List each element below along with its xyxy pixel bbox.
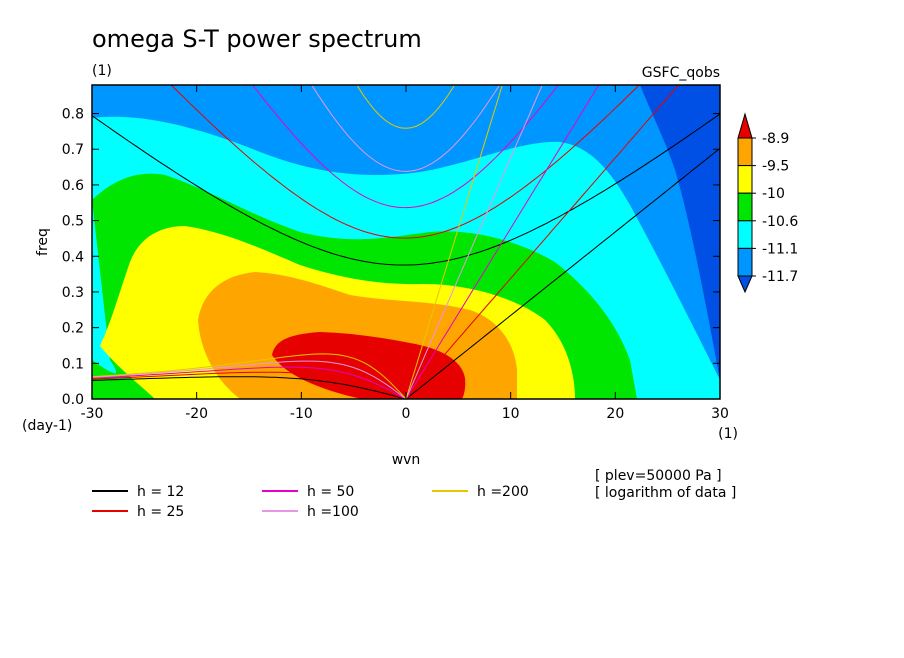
legend-label: h = 50 <box>307 484 354 500</box>
y-tick-label: 0.2 <box>62 321 84 337</box>
colorbar-cap-top <box>737 112 753 139</box>
colorbar: -8.9 -9.5 -10 -10.6 -11.1 -11.7 <box>737 112 798 294</box>
x-tick-label: 20 <box>606 406 624 422</box>
x-tick-label: 30 <box>711 406 729 422</box>
colorbar-label: -10.6 <box>762 214 798 230</box>
rossby-curve-h25 <box>92 371 407 399</box>
colorbar-label: -11.1 <box>762 241 798 257</box>
kelvin-curve-h50 <box>405 85 600 399</box>
colorbar-label: -8.9 <box>762 131 789 147</box>
colorbar-segment <box>737 247 753 277</box>
plot-area <box>92 85 720 399</box>
x-axis-label: wvn <box>392 452 421 468</box>
kelvin-curve-h25 <box>405 85 680 399</box>
kelvin-curve-h200 <box>405 85 503 399</box>
y-tick-label: 0.4 <box>62 249 84 265</box>
inertia-gravity-curve-h25 <box>170 85 640 239</box>
axes: -30 -20 -10 0 10 20 30 0.0 0.1 0.2 0.3 0.4 0.5 0.6 0.7… <box>62 85 729 422</box>
kelvin-curve-h100 <box>405 85 543 399</box>
inertia-gravity-curve-h100 <box>311 85 501 172</box>
chart-subtitle: (1) <box>92 63 112 79</box>
y-tick-label: 0.0 <box>62 392 84 408</box>
colorbar-segment <box>737 137 753 167</box>
colorbar-segment <box>737 165 753 194</box>
colorbar-segment <box>737 220 753 249</box>
y-axis-label: freq <box>35 228 51 256</box>
legend: h = 12 h = 25 h = 50 h =100 h =200 <box>92 484 529 520</box>
dispersion-curves <box>92 85 720 399</box>
y-tick-label: 0.6 <box>62 178 84 194</box>
inertia-gravity-curve-h200 <box>356 85 456 129</box>
legend-label: h =100 <box>307 504 359 520</box>
inertia-gravity-curve-h50 <box>252 85 559 209</box>
y-unit-label: (day-1) <box>22 418 72 434</box>
y-tick-label: 0.3 <box>62 285 84 301</box>
colorbar-cap-bottom <box>737 275 753 294</box>
annotation-log: [ logarithm of data ] <box>595 485 736 501</box>
y-tick-label: 0.8 <box>62 107 84 123</box>
inertia-gravity-curve-h12 <box>92 113 720 266</box>
y-tick-label: 0.1 <box>62 356 84 372</box>
kelvin-curve-h12 <box>405 147 720 399</box>
colorbar-label: -11.7 <box>762 269 798 285</box>
dataset-label: GSFC_qobs <box>642 65 720 81</box>
colorbar-segment <box>737 192 753 222</box>
y-tick-label: 0.7 <box>62 142 84 158</box>
band-level-6 <box>640 85 720 380</box>
rossby-curve-h100 <box>92 360 407 399</box>
rossby-curve-h200 <box>92 353 407 399</box>
rossby-curve-h50 <box>92 366 407 399</box>
legend-label: h = 25 <box>137 504 184 520</box>
legend-label: h =200 <box>477 484 529 500</box>
chart-title: omega S-T power spectrum <box>92 25 422 53</box>
x-tick-label: -30 <box>81 406 104 422</box>
legend-label: h = 12 <box>137 484 184 500</box>
colorbar-label: -9.5 <box>762 159 789 175</box>
x-tick-label: -10 <box>290 406 313 422</box>
rossby-curve-h12 <box>92 376 407 399</box>
x-unit-label: (1) <box>718 426 738 442</box>
x-tick-label: 0 <box>402 406 411 422</box>
annotation-plev: [ plev=50000 Pa ] <box>595 468 722 484</box>
y-tick-label: 0.5 <box>62 214 84 230</box>
x-tick-label: -20 <box>185 406 208 422</box>
colorbar-label: -10 <box>762 186 785 202</box>
x-tick-label: 10 <box>502 406 520 422</box>
